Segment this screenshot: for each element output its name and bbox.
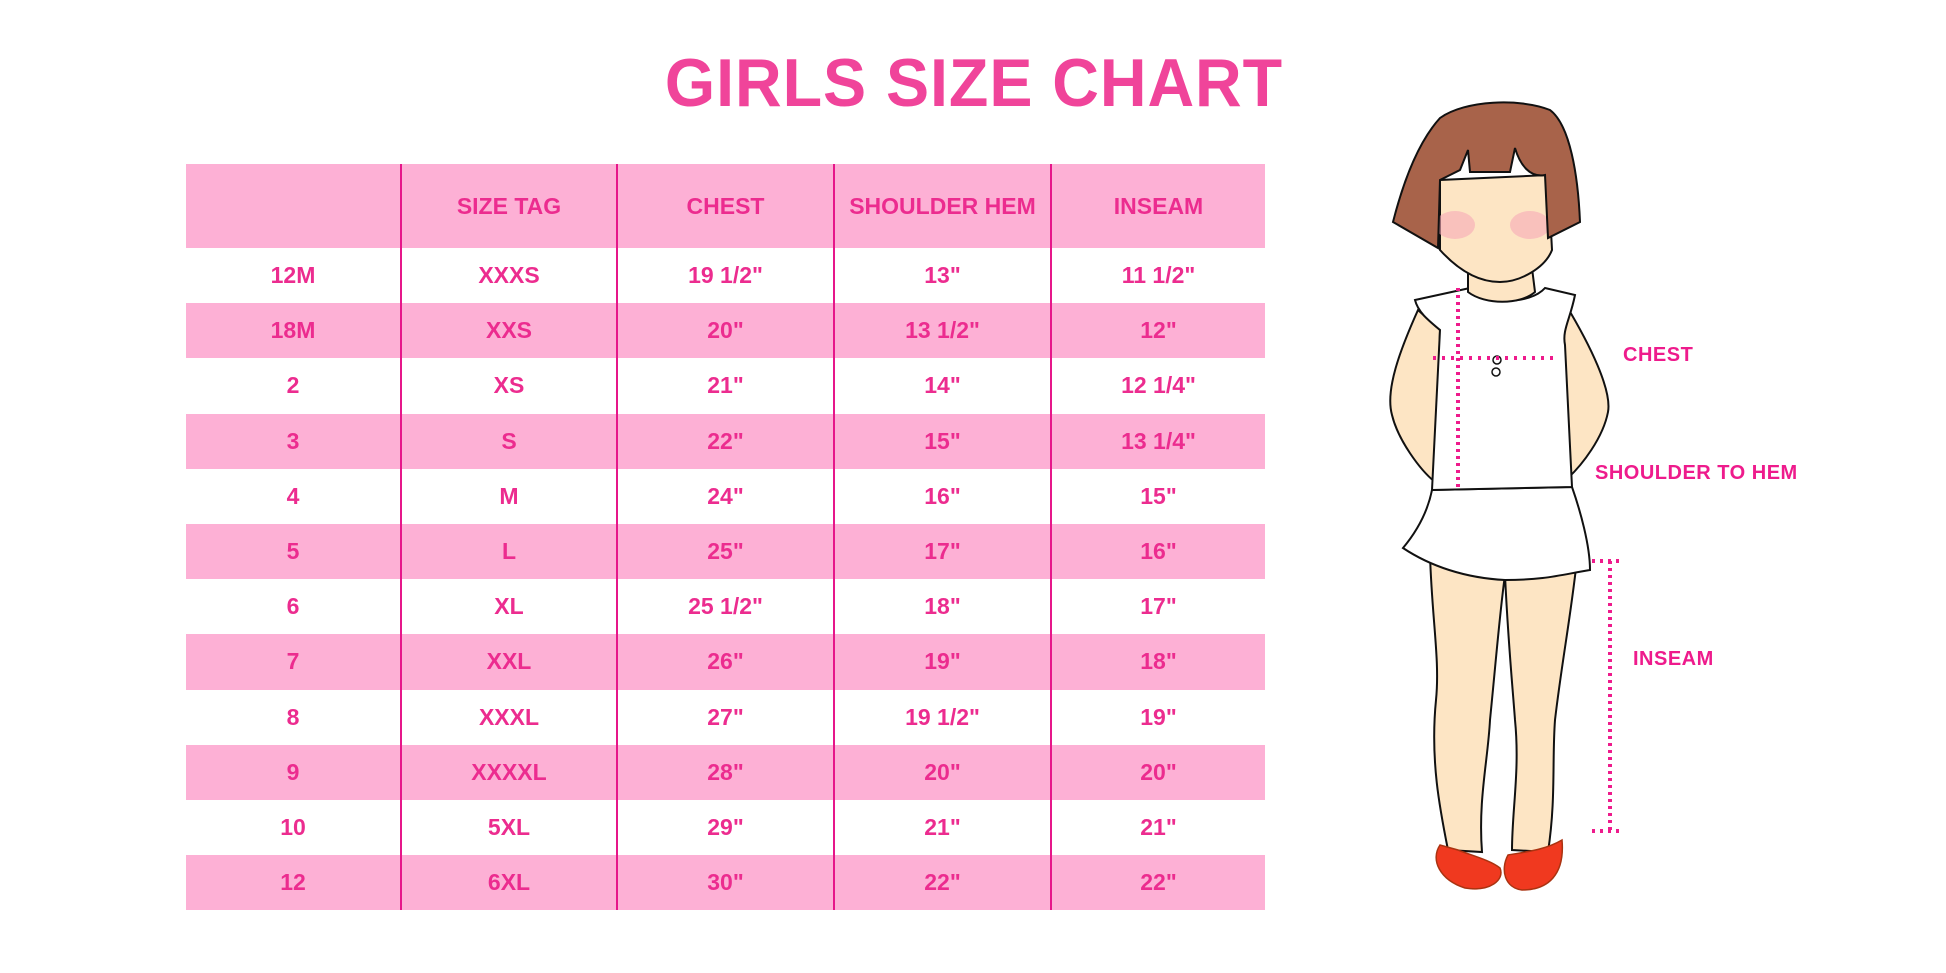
shoulder-to-hem-label: SHOULDER TO HEM xyxy=(1595,462,1798,484)
table-cell: 8 xyxy=(286,703,300,730)
table-row: 9 XXXXL 28" 20" 20" xyxy=(186,744,1265,800)
table-cell: 30" xyxy=(616,855,834,911)
right-shoe xyxy=(1503,838,1564,891)
table-cell: 2 xyxy=(286,372,300,399)
table-header-row: SIZE TAG CHEST SHOULDER HEM INSEAM xyxy=(186,164,1265,248)
right-leg xyxy=(1503,548,1580,854)
table-row: 10 5XL 29" 21" 21" xyxy=(186,799,1265,856)
table-cell: 22" xyxy=(616,413,834,469)
table-cell: 12M xyxy=(270,262,316,289)
table-cell: 21" xyxy=(1050,799,1265,856)
table-cell: 6XL xyxy=(400,855,617,911)
table-cell: 18" xyxy=(1050,634,1265,690)
table-cell: 25 1/2" xyxy=(616,579,834,635)
table-row: 7 XXL 26" 19" 18" xyxy=(186,634,1265,690)
table-cell: 6 xyxy=(286,593,300,620)
table-cell: XXL xyxy=(400,634,617,690)
column-header xyxy=(186,164,401,248)
table-cell: M xyxy=(400,468,617,524)
shirt xyxy=(1413,286,1577,492)
table-cell: 16" xyxy=(1050,523,1265,580)
column-header: INSEAM xyxy=(1050,164,1265,248)
table-cell: 5XL xyxy=(400,799,617,856)
table-row: 2 XS 21" 14" 12 1/4" xyxy=(186,358,1265,414)
face xyxy=(1439,173,1554,284)
table-cell: 20" xyxy=(833,744,1051,800)
table-cell: 12 1/4" xyxy=(1050,358,1265,414)
table-cell: 10 xyxy=(280,813,306,840)
table-cell: 22" xyxy=(1050,855,1265,911)
table-cell: 19" xyxy=(1050,689,1265,745)
table-row: 5 L 25" 17" 16" xyxy=(186,523,1265,580)
table-cell: 19 1/2" xyxy=(616,248,834,304)
table-cell: 11 1/2" xyxy=(1050,248,1265,304)
table-row: 4 M 24" 16" 15" xyxy=(186,468,1265,524)
table-row: 3 S 22" 15" 13 1/4" xyxy=(186,413,1265,469)
table-cell: 16" xyxy=(833,468,1051,524)
table-row: 6 XL 25 1/2" 18" 17" xyxy=(186,579,1265,635)
hair xyxy=(1391,101,1582,250)
table-cell: 24" xyxy=(616,468,834,524)
page-title: GIRLS SIZE CHART xyxy=(664,45,1284,121)
table-cell: 5 xyxy=(186,523,401,580)
table-cell: 13 1/2" xyxy=(833,303,1051,359)
left-leg xyxy=(1428,553,1507,854)
table-cell: 22" xyxy=(833,855,1051,911)
table-cell: 17" xyxy=(1050,579,1265,635)
table-cell: 7 xyxy=(186,634,401,690)
table-cell: 3 xyxy=(186,413,401,469)
table-cell: 19" xyxy=(833,634,1051,690)
table-row: 8 XXXL 27" 19 1/2" 19" xyxy=(186,689,1265,745)
column-header: SIZE TAG xyxy=(400,164,617,248)
table-cell: 20" xyxy=(1050,744,1265,800)
table-cell: L xyxy=(400,523,617,580)
left-shoe xyxy=(1435,844,1502,890)
table-cell: 20" xyxy=(616,303,834,359)
table-cell: 28" xyxy=(616,744,834,800)
chest-label: CHEST xyxy=(1623,344,1694,366)
table-cell: XXXXL xyxy=(400,744,617,800)
table-cell: 27" xyxy=(616,689,834,745)
table-cell: 14" xyxy=(833,358,1051,414)
table-cell: 9 xyxy=(186,744,401,800)
table-row: 12 6XL 30" 22" 22" xyxy=(186,855,1265,911)
table-cell: XS xyxy=(400,358,617,414)
table-cell: 26" xyxy=(616,634,834,690)
table-row: 18M XXS 20" 13 1/2" 12" xyxy=(186,303,1265,359)
table-cell: 12" xyxy=(1050,303,1265,359)
column-header: CHEST xyxy=(616,164,834,248)
table-cell: 15" xyxy=(833,413,1051,469)
inseam-label: INSEAM xyxy=(1633,648,1714,670)
table-cell: 4 xyxy=(286,482,300,509)
table-cell: XXS xyxy=(400,303,617,359)
skirt xyxy=(1401,485,1592,582)
table-row: 12M XXXS 19 1/2" 13" 11 1/2" xyxy=(186,248,1265,304)
table-cell: 13 1/4" xyxy=(1050,413,1265,469)
table-cell: 15" xyxy=(1050,468,1265,524)
size-chart-table: SIZE TAG CHEST SHOULDER HEM INSEAM 12M XXXS 1… xyxy=(186,164,1265,911)
table-cell: 13" xyxy=(833,248,1051,304)
table-cell: 12 xyxy=(186,855,401,911)
table-cell: XXXL xyxy=(400,689,617,745)
left-arm xyxy=(1389,308,1442,485)
table-cell: 19 1/2" xyxy=(833,689,1051,745)
table-cell: S xyxy=(400,413,617,469)
table-cell: XL xyxy=(400,579,617,635)
table-cell: 25" xyxy=(616,523,834,580)
table-cell: 18M xyxy=(186,303,401,359)
table-cell: 29" xyxy=(616,799,834,856)
right-arm xyxy=(1560,302,1610,481)
table-cell: 21" xyxy=(616,358,834,414)
table-cell: XXXS xyxy=(400,248,617,304)
column-header: SHOULDER HEM xyxy=(833,164,1051,248)
table-cell: 21" xyxy=(833,799,1051,856)
button-icon xyxy=(1491,367,1501,377)
table-cell: 18" xyxy=(833,579,1051,635)
table-cell: 17" xyxy=(833,523,1051,580)
